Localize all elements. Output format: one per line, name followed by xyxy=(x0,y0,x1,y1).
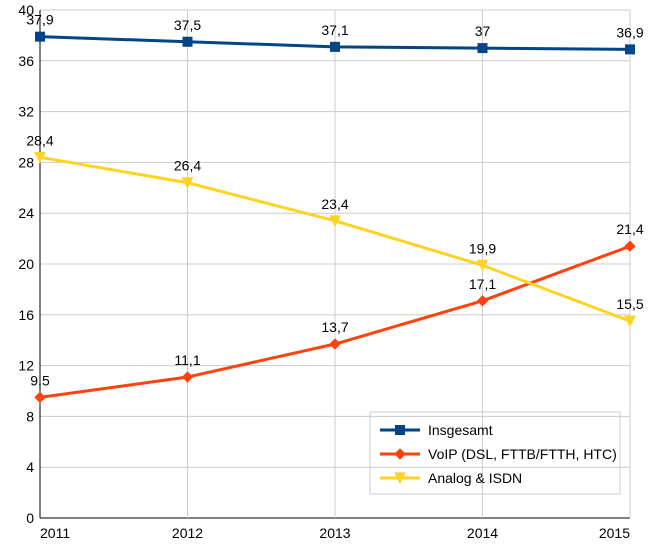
data-label: 15,5 xyxy=(616,296,643,312)
x-tick-label: 2015 xyxy=(599,525,630,541)
y-tick-label: 8 xyxy=(26,408,34,424)
y-tick-label: 24 xyxy=(18,205,34,221)
x-tick-label: 2011 xyxy=(40,525,70,541)
y-tick-label: 28 xyxy=(18,154,34,170)
x-tick-label: 2013 xyxy=(319,525,350,541)
data-label: 9,5 xyxy=(30,372,50,388)
x-tick-label: 2012 xyxy=(172,525,203,541)
legend-label: VoIP (DSL, FTTB/FTTH, HTC) xyxy=(428,446,617,462)
data-label: 23,4 xyxy=(321,196,348,212)
data-label: 26,4 xyxy=(174,158,201,174)
data-label: 37,9 xyxy=(26,12,53,28)
data-label: 21,4 xyxy=(616,221,643,237)
data-label: 28,4 xyxy=(26,132,53,148)
y-tick-label: 16 xyxy=(18,307,34,323)
data-label: 13,7 xyxy=(321,319,348,335)
data-label: 36,9 xyxy=(616,24,643,40)
y-tick-label: 0 xyxy=(26,510,34,526)
data-label: 37 xyxy=(475,23,491,39)
legend-label: Insgesamt xyxy=(428,422,493,438)
y-tick-label: 20 xyxy=(18,256,34,272)
data-label: 37,5 xyxy=(174,17,201,33)
x-tick-label: 2014 xyxy=(467,525,498,541)
data-label: 17,1 xyxy=(469,276,496,292)
y-tick-label: 4 xyxy=(26,459,34,475)
y-tick-label: 36 xyxy=(18,53,34,69)
y-tick-label: 12 xyxy=(18,358,34,374)
legend-label: Analog & ISDN xyxy=(428,470,522,486)
y-tick-label: 32 xyxy=(18,104,34,120)
data-label: 11,1 xyxy=(174,352,200,368)
data-label: 19,9 xyxy=(469,240,496,256)
line-chart: 0481216202428323640201120122013201420153… xyxy=(0,0,650,548)
data-label: 37,1 xyxy=(321,22,348,38)
